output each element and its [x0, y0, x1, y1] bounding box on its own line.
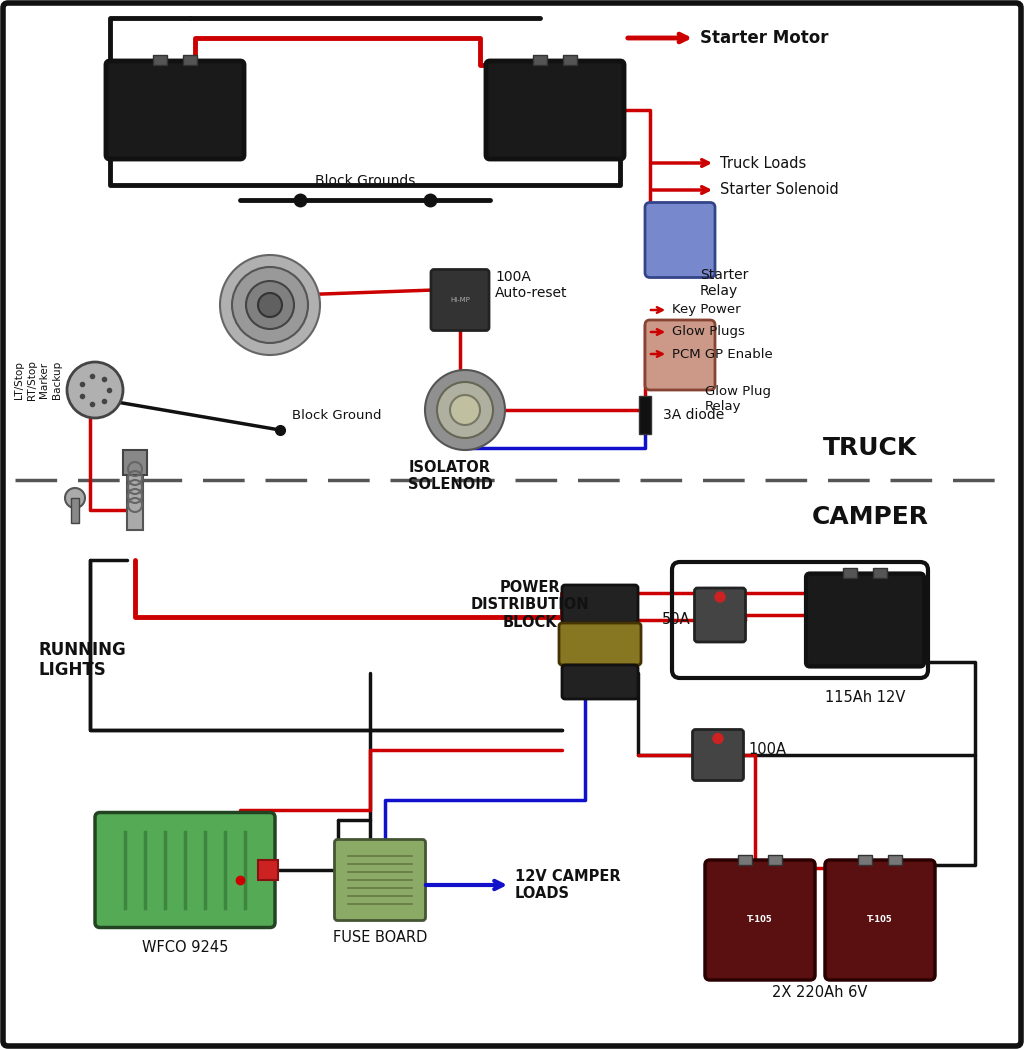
Text: WFCO 9245: WFCO 9245 — [141, 940, 228, 955]
Text: 12V CAMPER
LOADS: 12V CAMPER LOADS — [515, 869, 621, 901]
Bar — [258, 860, 278, 880]
Circle shape — [67, 362, 123, 418]
Text: 2X 220Ah 6V: 2X 220Ah 6V — [772, 985, 867, 1000]
Text: Truck Loads: Truck Loads — [720, 155, 806, 171]
Text: RUNNING
LIGHTS: RUNNING LIGHTS — [38, 641, 126, 680]
Circle shape — [232, 267, 308, 343]
FancyBboxPatch shape — [431, 270, 489, 330]
FancyBboxPatch shape — [335, 839, 426, 921]
Bar — [639, 397, 651, 434]
Text: PCM GP Enable: PCM GP Enable — [672, 347, 773, 361]
FancyBboxPatch shape — [806, 574, 924, 666]
FancyBboxPatch shape — [562, 665, 638, 699]
FancyBboxPatch shape — [559, 623, 641, 665]
Bar — [71, 498, 79, 523]
Bar — [563, 55, 577, 65]
FancyBboxPatch shape — [825, 860, 935, 980]
Text: Block Grounds: Block Grounds — [314, 174, 415, 188]
Text: 100A
Auto-reset: 100A Auto-reset — [495, 270, 567, 300]
Circle shape — [437, 382, 493, 438]
Text: 115Ah 12V: 115Ah 12V — [824, 690, 905, 705]
FancyBboxPatch shape — [645, 320, 715, 390]
FancyBboxPatch shape — [694, 588, 745, 642]
FancyBboxPatch shape — [486, 61, 624, 159]
Text: 3A diode: 3A diode — [663, 408, 724, 422]
Text: POWER
DISTRIBUTION
BLOCK: POWER DISTRIBUTION BLOCK — [471, 580, 590, 629]
Text: Starter Motor: Starter Motor — [700, 29, 828, 47]
Text: Glow Plugs: Glow Plugs — [672, 325, 744, 339]
Bar — [738, 855, 752, 865]
Text: 50A: 50A — [662, 613, 690, 627]
Text: Block Ground: Block Ground — [292, 409, 382, 422]
Circle shape — [425, 370, 505, 450]
Text: Starter
Relay: Starter Relay — [700, 267, 749, 298]
Text: Starter Solenoid: Starter Solenoid — [720, 183, 839, 197]
Circle shape — [220, 255, 319, 355]
Circle shape — [258, 293, 282, 317]
Text: ISOLATOR
SOLENOID: ISOLATOR SOLENOID — [408, 461, 493, 492]
Bar — [888, 855, 902, 865]
Text: T-105: T-105 — [867, 916, 893, 924]
FancyBboxPatch shape — [692, 729, 743, 780]
Bar — [534, 55, 547, 65]
Bar — [858, 855, 872, 865]
Bar — [127, 470, 143, 530]
Bar — [153, 55, 167, 65]
Text: 100A: 100A — [748, 743, 786, 757]
Circle shape — [713, 733, 723, 744]
Circle shape — [450, 395, 480, 425]
Circle shape — [65, 488, 85, 508]
FancyBboxPatch shape — [645, 202, 715, 278]
Bar — [843, 568, 857, 578]
Bar — [768, 855, 782, 865]
Bar — [123, 450, 147, 475]
Bar — [183, 55, 197, 65]
Circle shape — [715, 592, 725, 602]
Text: FUSE BOARD: FUSE BOARD — [333, 930, 427, 945]
Text: CAMPER: CAMPER — [811, 505, 929, 529]
Text: TRUCK: TRUCK — [823, 436, 918, 461]
FancyBboxPatch shape — [705, 860, 815, 980]
Bar — [873, 568, 887, 578]
FancyBboxPatch shape — [562, 585, 638, 623]
Text: Hi-MP: Hi-MP — [451, 297, 470, 303]
FancyBboxPatch shape — [106, 61, 244, 159]
Text: T-105: T-105 — [748, 916, 773, 924]
Text: LT/Stop
RT/Stop
Marker
Backup: LT/Stop RT/Stop Marker Backup — [14, 360, 61, 400]
Text: Key Power: Key Power — [672, 303, 740, 317]
FancyBboxPatch shape — [95, 813, 275, 927]
Circle shape — [246, 281, 294, 329]
Text: Glow Plug
Relay: Glow Plug Relay — [705, 385, 771, 413]
